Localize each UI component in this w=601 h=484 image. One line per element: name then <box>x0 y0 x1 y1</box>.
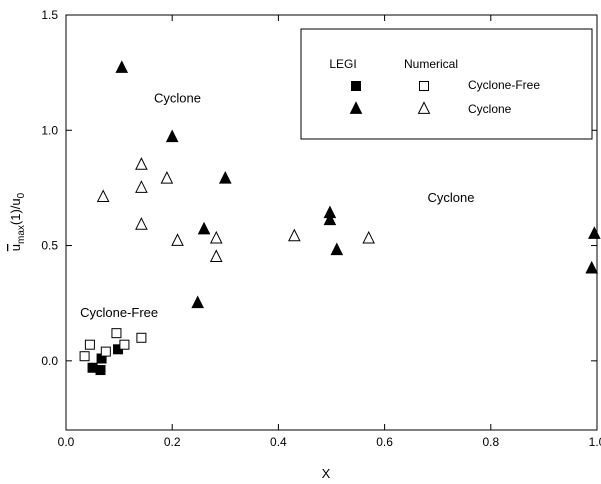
data-markers <box>79 60 601 376</box>
data-point-filled-triangle <box>191 295 204 309</box>
plot-area <box>65 14 598 431</box>
x-tick-label: 1.0 <box>589 435 601 449</box>
data-point-open-triangle <box>135 180 148 193</box>
legend-marker-legi-cyclone-free <box>351 81 361 91</box>
data-point-open-triangle <box>135 157 148 170</box>
y-axis-title-mid: (1)/u <box>8 198 23 225</box>
y-tick-label: 0.0 <box>41 354 58 368</box>
y-axis: 0.0 0.5 1.0 1.5 <box>41 8 597 368</box>
data-point-filled-triangle <box>585 260 598 274</box>
legend: LEGI Numerical Cyclone-Free Cyclone <box>300 28 593 140</box>
data-point-open-triangle <box>171 233 184 246</box>
x-tick-label: 0.8 <box>482 435 499 449</box>
y-axis-title: umax(1)/u0 <box>8 192 27 251</box>
x-tick-label: 0.0 <box>58 435 75 449</box>
x-axis-title: X <box>322 466 331 481</box>
data-point-open-triangle <box>135 217 148 230</box>
data-point-open-triangle <box>362 230 375 244</box>
legend-header-numerical: Numerical <box>404 57 458 71</box>
legend-label-cyclone: Cyclone <box>468 102 512 116</box>
legend-marker-legi-cyclone <box>349 101 363 114</box>
legend-marker-numerical-cyclone-free <box>419 81 429 91</box>
y-tick-label: 0.5 <box>41 239 58 253</box>
data-point-open-triangle <box>288 228 301 242</box>
data-point-filled-triangle <box>115 60 129 73</box>
data-point-open-square <box>84 339 95 350</box>
y-axis-title-sub2: 0 <box>16 192 27 198</box>
annotation-label: Cyclone <box>154 91 201 106</box>
y-tick-label: 1.0 <box>41 123 58 137</box>
data-point-filled-triangle <box>165 129 179 143</box>
legend-box <box>300 28 593 140</box>
annotations: Cyclone Cyclone Cyclone-Free <box>80 91 474 320</box>
data-point-open-triangle <box>160 170 174 184</box>
legend-label-cyclone-free: Cyclone-Free <box>468 78 540 92</box>
data-point-open-square <box>111 328 122 339</box>
y-tick-label: 1.5 <box>41 8 58 22</box>
svg-text:umax(1)/u0: umax(1)/u0 <box>8 192 27 251</box>
x-tick-label: 0.6 <box>376 435 393 449</box>
data-point-open-triangle <box>96 189 110 203</box>
data-point-filled-square <box>95 365 106 376</box>
data-point-filled-triangle <box>197 221 211 235</box>
data-point-open-square <box>119 339 130 350</box>
x-axis: 0.0 0.2 0.4 0.6 0.8 1.0 <box>58 15 601 449</box>
data-point-open-triangle <box>209 230 223 244</box>
data-point-filled-triangle <box>218 170 232 184</box>
legend-markers <box>349 81 431 114</box>
x-tick-label: 0.2 <box>164 435 181 449</box>
annotation-label: Cyclone <box>427 190 474 205</box>
y-axis-title-main: u <box>8 244 23 251</box>
legend-marker-numerical-cyclone <box>417 101 431 114</box>
data-point-open-square <box>136 332 147 343</box>
x-tick-label: 0.4 <box>270 435 287 449</box>
data-point-filled-triangle <box>588 226 601 239</box>
plot-frame <box>65 14 598 431</box>
legend-header-legi: LEGI <box>329 57 356 71</box>
y-axis-title-sub: max <box>16 225 27 244</box>
data-point-open-square <box>100 346 111 357</box>
data-point-open-square <box>79 351 90 362</box>
data-point-filled-triangle <box>323 212 337 226</box>
annotation-label: Cyclone-Free <box>80 305 158 320</box>
data-point-open-triangle <box>209 249 223 262</box>
data-point-filled-triangle <box>330 242 344 256</box>
